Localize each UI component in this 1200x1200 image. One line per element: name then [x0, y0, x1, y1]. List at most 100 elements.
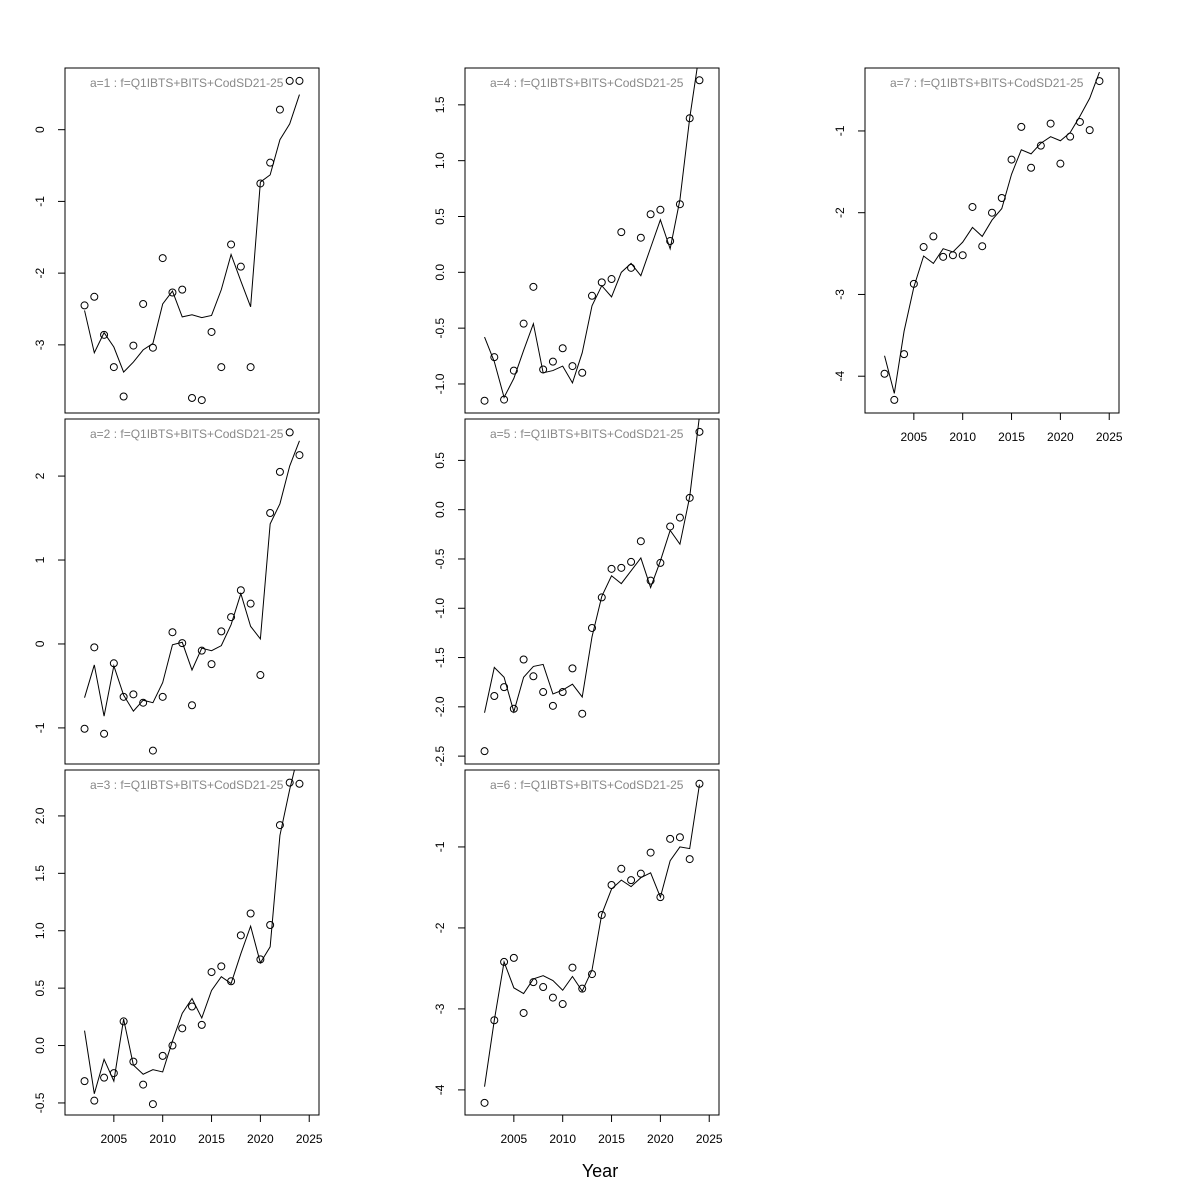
fitted-line — [84, 94, 300, 374]
y-tick-label: -2 — [33, 267, 47, 278]
y-tick-label: 1 — [33, 556, 47, 563]
y-tick-label: 1.5 — [33, 865, 47, 882]
x-tick-label: 2015 — [598, 1132, 625, 1146]
data-point — [1046, 119, 1055, 128]
data-point — [539, 688, 548, 697]
data-point — [148, 746, 157, 755]
data-point — [880, 369, 889, 378]
data-point — [548, 993, 557, 1002]
data-point — [656, 893, 665, 902]
data-point — [158, 1051, 167, 1060]
data-point — [939, 252, 948, 261]
x-tick-label: 2025 — [296, 1132, 323, 1146]
x-tick-label: 2010 — [549, 1132, 576, 1146]
x-tick-label: 2010 — [149, 1132, 176, 1146]
data-point — [197, 396, 206, 405]
plot-frame — [464, 418, 720, 765]
data-point — [139, 1080, 148, 1089]
y-tick-label: -0.5 — [433, 317, 447, 338]
y-tick-label: -3 — [833, 289, 847, 300]
data-point — [285, 76, 294, 85]
data-point — [285, 428, 294, 437]
data-point — [617, 864, 626, 873]
x-tick-label: 2015 — [998, 430, 1025, 444]
y-tick-label: -4 — [833, 371, 847, 382]
data-point — [295, 779, 304, 788]
data-point — [675, 833, 684, 842]
y-tick-label: -4 — [433, 1084, 447, 1095]
data-point — [890, 395, 899, 404]
plot-area — [480, 419, 704, 756]
data-point — [636, 537, 645, 546]
data-point — [519, 319, 528, 328]
data-point — [266, 920, 275, 929]
data-point — [207, 660, 216, 669]
data-point — [695, 427, 704, 436]
x-tick-label: 2015 — [198, 1132, 225, 1146]
x-tick-label: 2005 — [500, 1132, 527, 1146]
data-point — [519, 1008, 528, 1017]
data-point — [178, 285, 187, 294]
plot-frame — [464, 67, 720, 414]
data-point — [256, 671, 265, 680]
data-point — [558, 1000, 567, 1009]
data-point — [246, 599, 255, 608]
data-point — [217, 962, 226, 971]
data-point — [500, 683, 509, 692]
data-point — [246, 909, 255, 918]
fitted-line — [484, 419, 700, 714]
data-point — [597, 910, 606, 919]
y-tick-label: -1.5 — [433, 647, 447, 668]
y-tick-label: -2 — [833, 207, 847, 218]
y-tick-label: -1 — [833, 125, 847, 136]
data-point — [1085, 126, 1094, 135]
data-point — [80, 301, 89, 310]
data-point — [1027, 163, 1036, 172]
data-point — [519, 655, 528, 664]
data-point — [578, 368, 587, 377]
panel-title: a=1 : f=Q1IBTS+BITS+CodSD21-25 — [90, 76, 284, 90]
data-point — [529, 672, 538, 681]
data-point — [958, 251, 967, 260]
data-point — [119, 1017, 128, 1026]
data-point — [627, 876, 636, 885]
data-point — [90, 1096, 99, 1105]
data-point — [480, 747, 489, 756]
data-point — [188, 393, 196, 402]
y-tick-label: -0.5 — [33, 1092, 47, 1113]
data-point — [529, 282, 538, 291]
y-tick-label: 0.5 — [433, 208, 447, 225]
data-point — [568, 362, 577, 371]
data-point — [558, 344, 567, 353]
y-tick-label: -2.0 — [433, 696, 447, 717]
data-point — [509, 953, 518, 962]
data-point — [548, 701, 557, 710]
data-point — [500, 957, 509, 966]
data-point — [919, 243, 928, 252]
panel-title: a=4 : f=Q1IBTS+BITS+CodSD21-25 — [490, 76, 684, 90]
x-tick-label: 2020 — [247, 1132, 274, 1146]
data-point — [666, 834, 675, 843]
data-point — [636, 233, 645, 242]
data-point — [607, 275, 616, 284]
x-axis-label: Year — [582, 1161, 618, 1181]
panel-title: a=5 : f=Q1IBTS+BITS+CodSD21-25 — [490, 427, 684, 441]
fitted-line — [484, 68, 698, 399]
data-point — [480, 396, 489, 405]
data-point — [217, 627, 226, 636]
plot-frame — [64, 67, 320, 414]
data-point — [227, 613, 236, 622]
data-point — [646, 848, 655, 857]
data-point — [100, 729, 109, 738]
panel-title: a=7 : f=Q1IBTS+BITS+CodSD21-25 — [890, 76, 1084, 90]
data-point — [675, 513, 684, 522]
data-point — [978, 242, 987, 251]
x-tick-label: 2005 — [100, 1132, 127, 1146]
data-point — [588, 291, 596, 300]
y-tick-label: -1 — [33, 722, 47, 733]
y-tick-label: -1.0 — [433, 598, 447, 619]
data-point — [275, 821, 284, 830]
fitted-line — [884, 71, 1100, 394]
